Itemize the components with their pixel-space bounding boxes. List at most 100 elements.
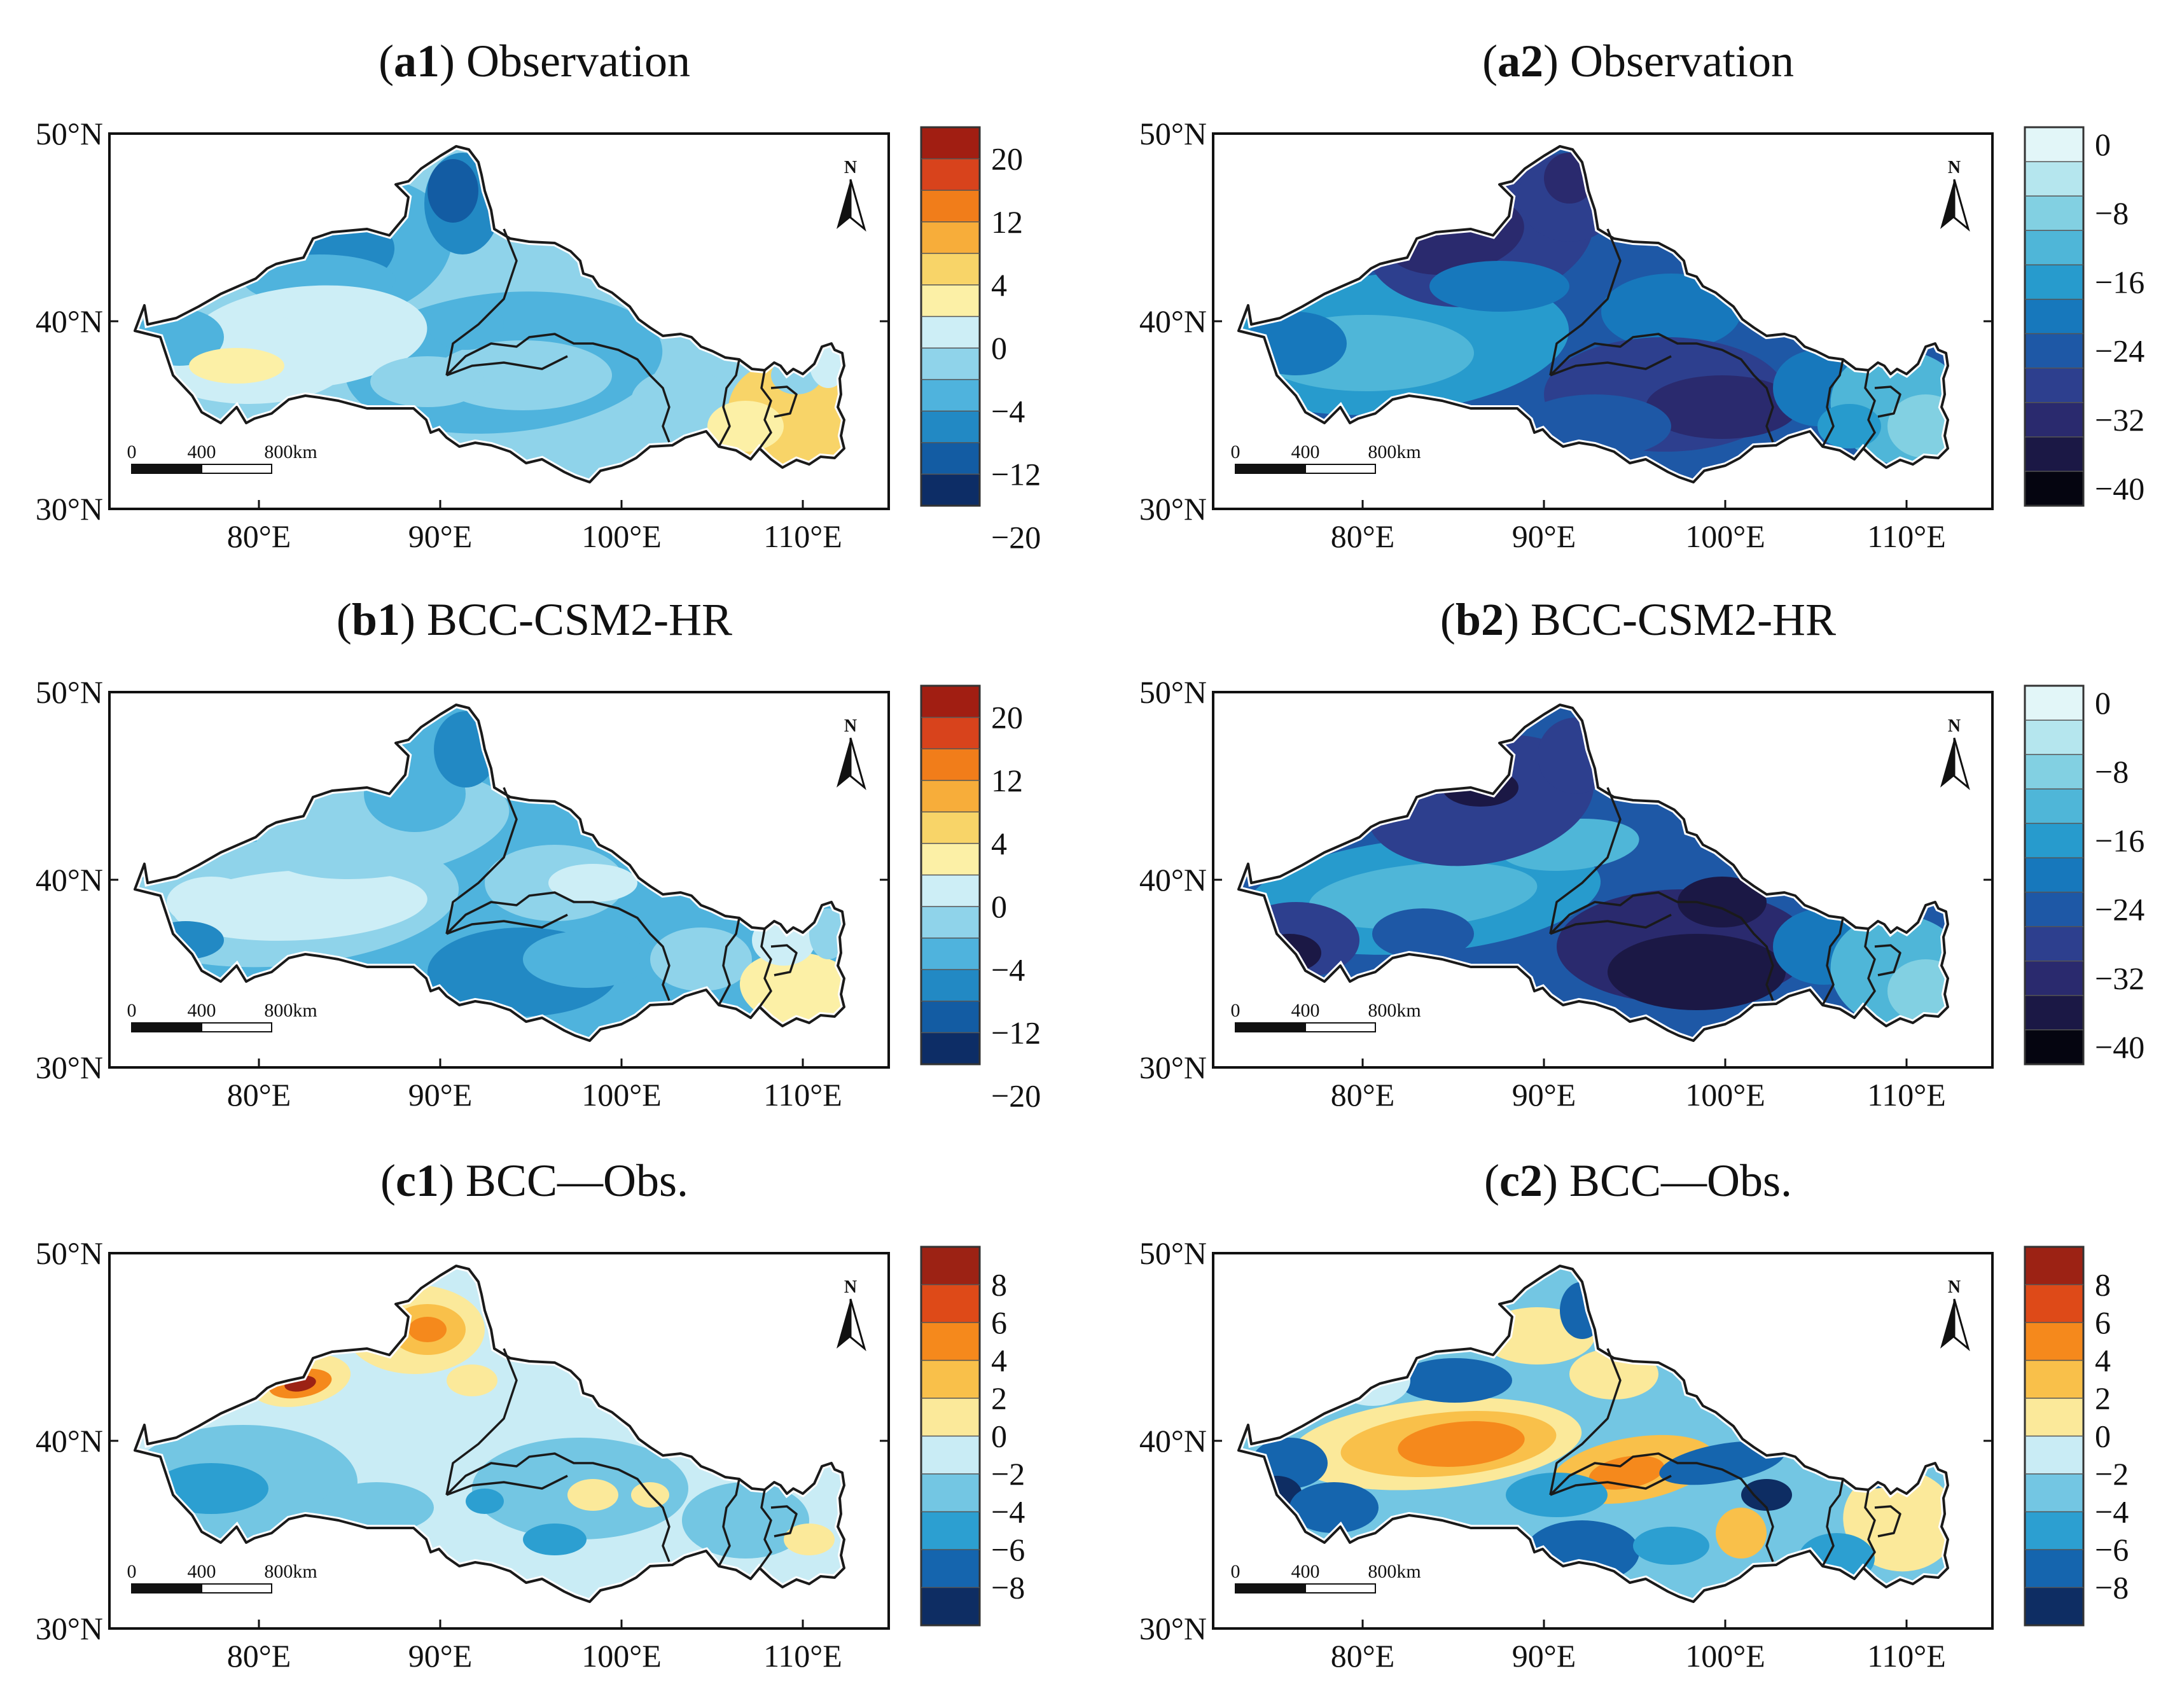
lat-tick-label: 50°N [1139, 116, 1207, 151]
lat-tick-label: 40°N [1139, 303, 1207, 339]
north-arrow-icon: N [837, 716, 866, 791]
panel-title-name: ) BCC—Obs. [1543, 1155, 1792, 1206]
lon-tick-label: 110°E [1867, 1638, 1946, 1674]
colorbar-swatch [2025, 230, 2083, 265]
colorbar-swatch [921, 1323, 980, 1361]
colorbar-swatch [2025, 857, 2083, 893]
lon-tick-label: 80°E [227, 518, 291, 554]
north-arrow-icon: N [837, 158, 866, 232]
colorbar-label: 4 [991, 1343, 1007, 1378]
colorbar-swatch [921, 284, 980, 317]
colorbar-label: −4 [2095, 1494, 2129, 1530]
colorbar-label: 20 [991, 700, 1023, 735]
svg-text:0: 0 [1231, 1561, 1240, 1582]
colorbar-label: −8 [2095, 754, 2129, 789]
colorbar-swatch [2025, 1284, 2083, 1323]
colorbar: 0 −8 −16 −24 −32 −40 [2024, 126, 2144, 507]
svg-text:400: 400 [1291, 1000, 1320, 1021]
province-boundary [758, 928, 772, 1008]
svg-text:400: 400 [1291, 1561, 1320, 1582]
colorbar-swatch [2025, 926, 2083, 962]
svg-text:N: N [844, 716, 857, 736]
colorbar-label: −32 [2095, 961, 2144, 996]
region-outline [134, 1265, 845, 1603]
lat-tick-label: 40°N [36, 862, 103, 898]
province-boundary [445, 1348, 518, 1496]
panel-title-name: ) Observation [440, 36, 690, 87]
lat-tick-label: 50°N [36, 1235, 103, 1271]
svg-text:N: N [1948, 716, 1961, 736]
colorbar-swatch [921, 1398, 980, 1436]
colorbar-swatch [2025, 299, 2083, 335]
colorbar-swatch [2025, 196, 2083, 231]
colorbar-swatch [921, 379, 980, 412]
colorbar-label: 2 [2095, 1380, 2111, 1416]
colorbar-swatch [2025, 402, 2083, 438]
colorbar-label: 12 [991, 204, 1023, 240]
colorbar: 0 −8 −16 −24 −32 −40 [2024, 684, 2144, 1066]
colorbar-label: 8 [2095, 1267, 2111, 1303]
panel-c1: (c1) BCC—Obs. 80°E 90°E 100°E 110°E 50°N 40°N 3… [36, 1155, 1025, 1674]
lon-tick-label: 80°E [1331, 1638, 1395, 1674]
colorbar-label: −4 [991, 1494, 1025, 1530]
colorbar-label: −20 [991, 1078, 1041, 1114]
north-arrow-icon: N [837, 1277, 866, 1352]
north-arrow-icon: N [1940, 158, 1970, 232]
province-boundary [758, 1489, 772, 1569]
colorbar-swatch [2025, 127, 2083, 162]
province-boundary [445, 787, 518, 934]
lon-tick-label: 90°E [408, 1077, 473, 1113]
colorbar-label: −12 [991, 456, 1041, 492]
colorbar-swatch [2025, 162, 2083, 197]
colorbar: 20 12 4 0 −4 −12 −20 [920, 684, 1041, 1114]
colorbar-swatch [2025, 368, 2083, 403]
colorbar-swatch [921, 1247, 980, 1285]
north-arrow-icon: N [1940, 1277, 1970, 1352]
colorbar-swatch [921, 1284, 980, 1323]
colorbar-swatch [921, 938, 980, 970]
colorbar-label: −32 [2095, 402, 2144, 438]
lat-tick-label: 50°N [36, 116, 103, 151]
region-outline [1237, 145, 1949, 483]
province-boundary [1549, 787, 1622, 934]
scale-bar: 0 400 800km [1231, 1561, 1421, 1593]
region-outline [134, 704, 845, 1042]
map-frame: 80°E 90°E 100°E 110°E 50°N 40°N 30°N N 0 400 800km [36, 116, 890, 554]
lon-tick-label: 90°E [408, 518, 473, 554]
panel-title: (b1) BCC-CSM2-HR [337, 594, 732, 645]
lat-tick-label: 50°N [1139, 1235, 1207, 1271]
panel-c2: (c2) BCC—Obs. 80°E 90°E 100°E 110°E 50°N 40°N 3… [1139, 1155, 2129, 1674]
colorbar-swatch [2025, 823, 2083, 858]
panel-title-name: ) Observation [1543, 36, 1794, 87]
colorbar-swatch [2025, 471, 2083, 506]
province-boundary [1862, 370, 1876, 450]
province-boundary [1550, 355, 1672, 377]
svg-text:800km: 800km [1368, 1000, 1421, 1021]
svg-text:N: N [1948, 1277, 1961, 1297]
panel-title-id: b2 [1456, 594, 1504, 645]
colorbar-swatch [921, 158, 980, 191]
lon-tick-label: 80°E [1331, 518, 1395, 554]
province-boundary [446, 355, 568, 377]
province-boundary [446, 913, 568, 935]
lon-tick-label: 90°E [1512, 1638, 1576, 1674]
panel-title-id: a2 [1498, 36, 1543, 87]
colorbar-label: −20 [991, 520, 1041, 555]
province-boundary [445, 1452, 671, 1562]
province-boundary [758, 370, 772, 450]
province-boundary [718, 359, 740, 447]
colorbar-swatch [2025, 1398, 2083, 1436]
colorbar-swatch [2025, 789, 2083, 824]
region-outline [1237, 1265, 1949, 1603]
colorbar-swatch [2025, 686, 2083, 721]
colorbar-swatch [921, 253, 980, 286]
lat-tick-label: 40°N [36, 1423, 103, 1459]
colorbar-swatch [2025, 1511, 2083, 1550]
colorbar-label: −16 [2095, 823, 2144, 858]
colorbar-swatch [2025, 1550, 2083, 1588]
svg-text:N: N [1948, 158, 1961, 177]
panel-a2: (a2) Observation 80°E 90°E 100°E 110°E 50°N 40… [1139, 36, 2144, 554]
